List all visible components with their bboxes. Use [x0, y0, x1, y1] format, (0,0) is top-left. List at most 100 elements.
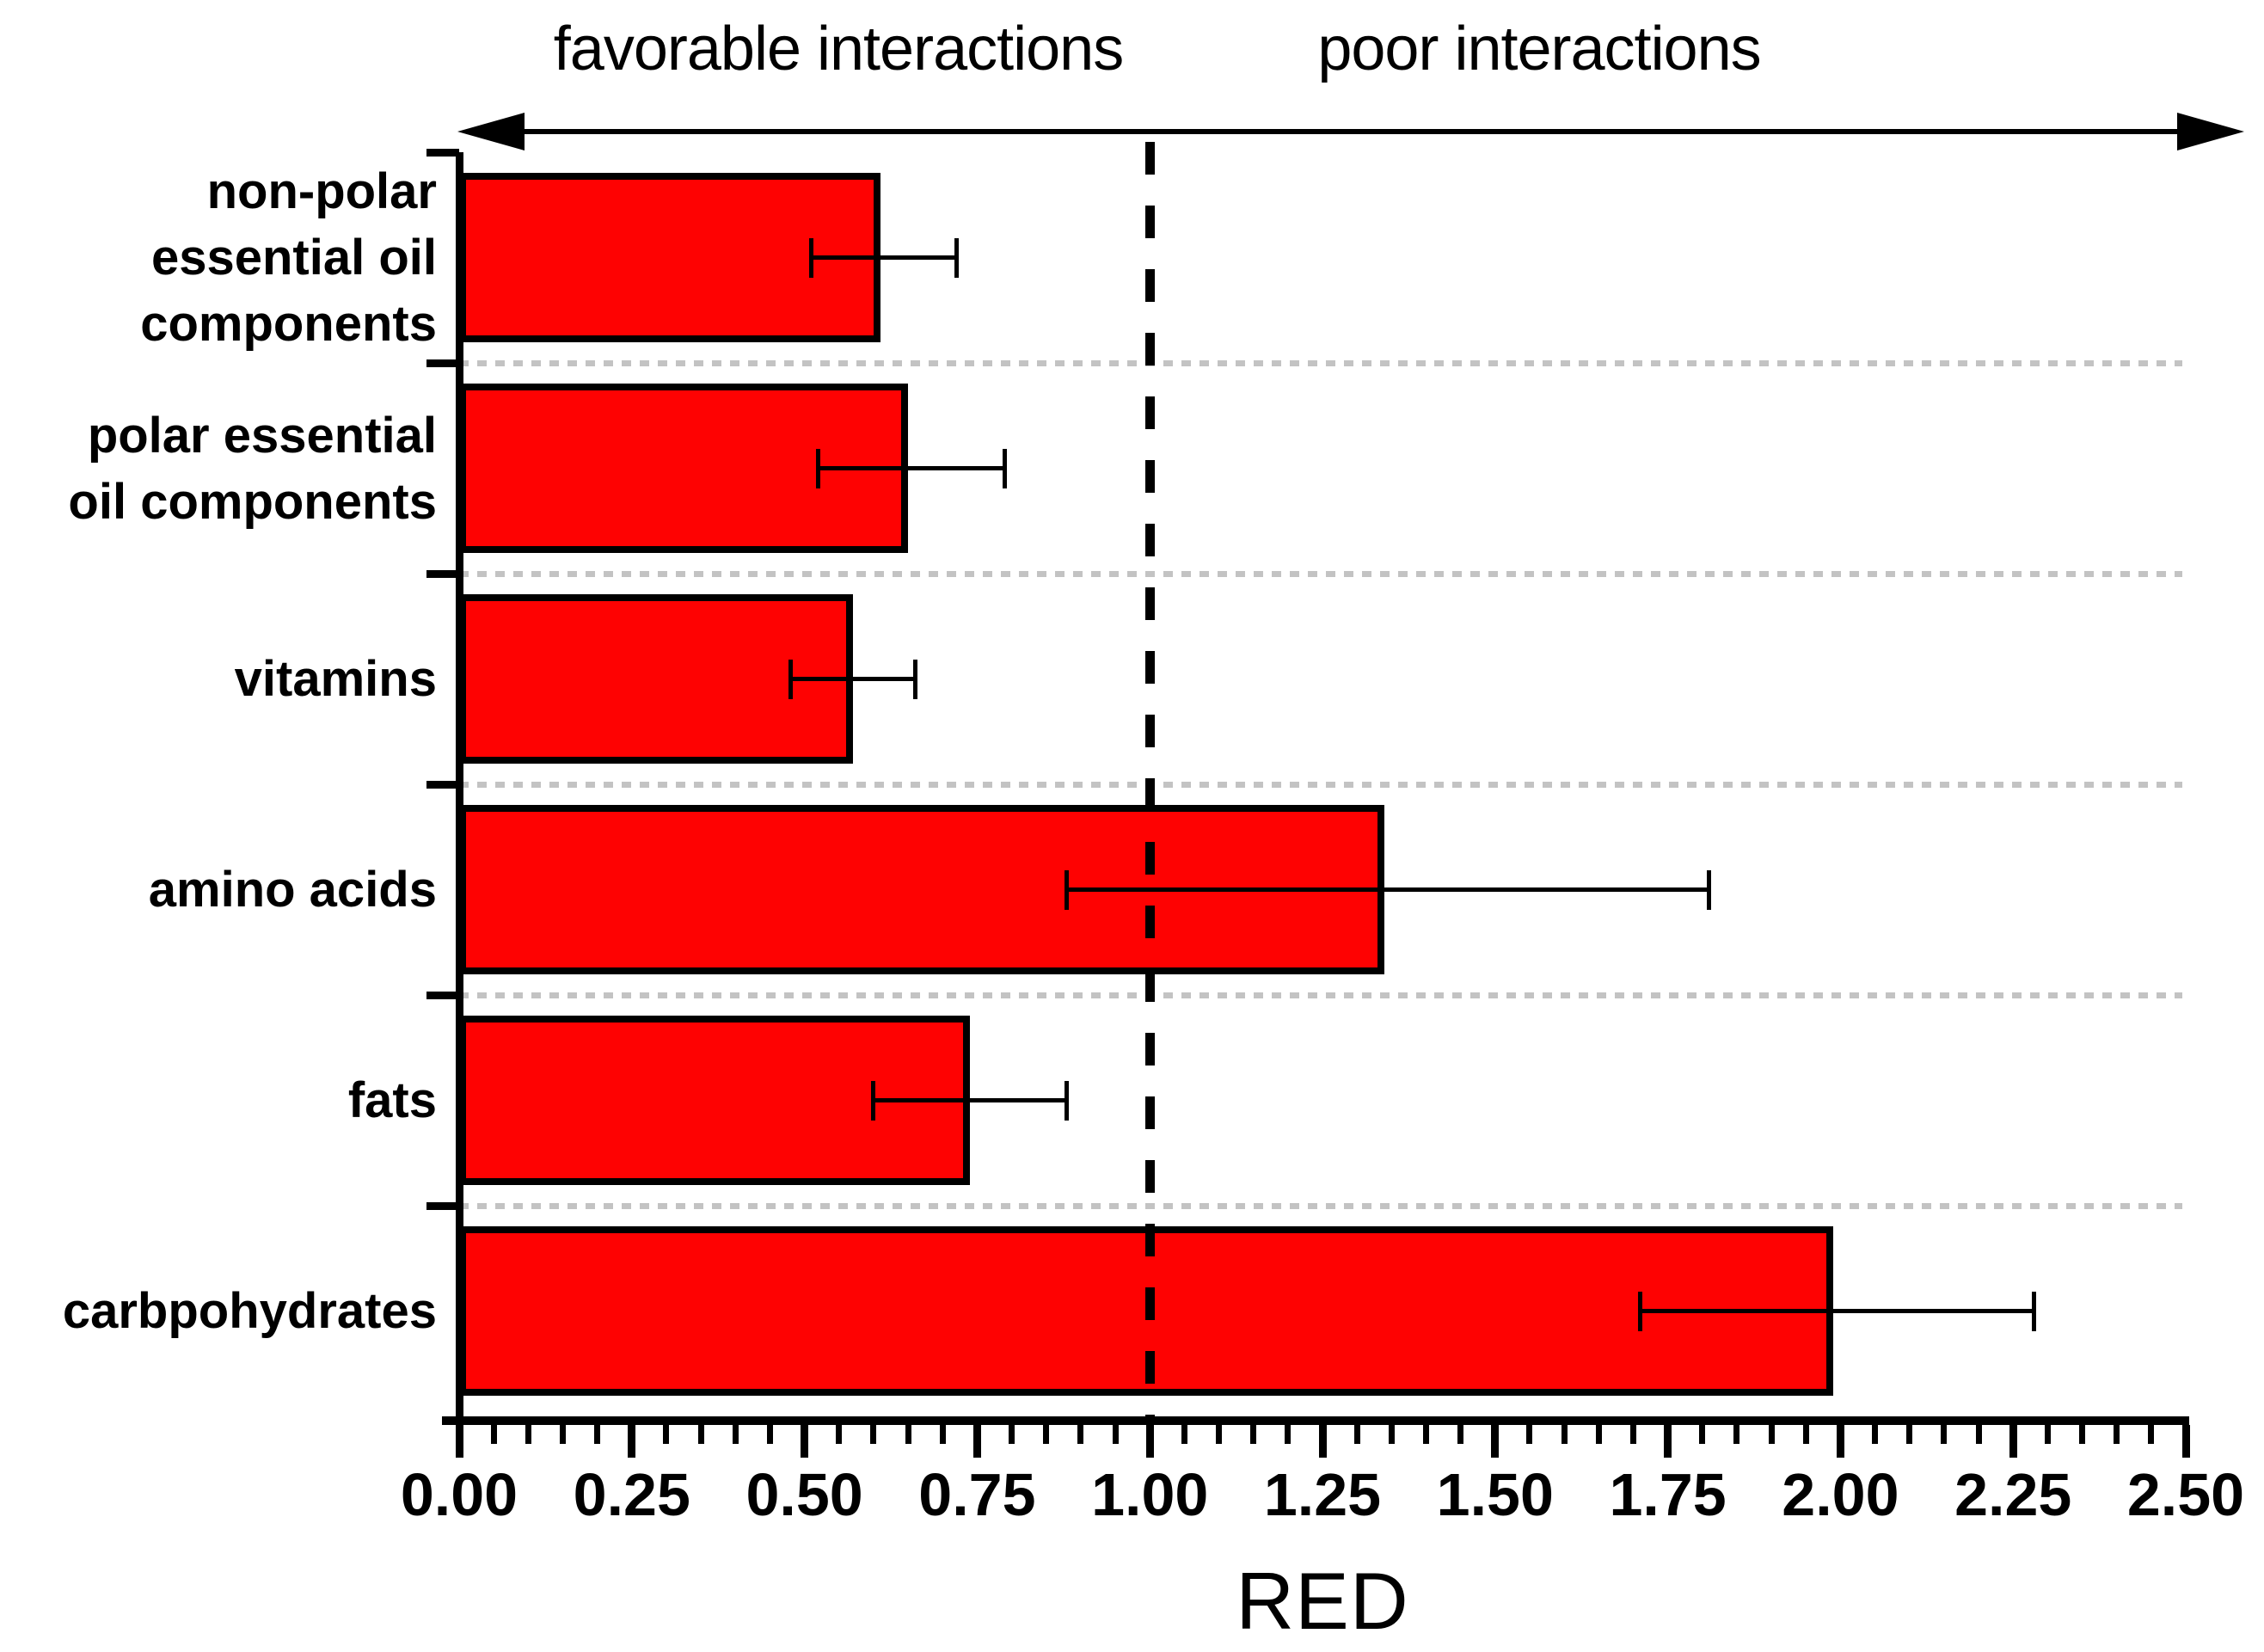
arrow-right-head-icon [2177, 113, 2244, 150]
category-label-line: carbpohydrates [62, 1283, 437, 1339]
error-bar-cap [809, 237, 814, 278]
x-axis-minor-tick [905, 1425, 911, 1444]
x-axis-minor-tick [1077, 1425, 1084, 1444]
x-axis-tick-label: 0.00 [400, 1461, 518, 1528]
x-axis-major-tick [1664, 1425, 1672, 1458]
x-axis-minor-tick [836, 1425, 843, 1444]
category-label-line: fats [347, 1072, 437, 1128]
error-bar-cap [788, 659, 794, 699]
x-axis-minor-tick [1699, 1425, 1706, 1444]
x-axis-minor-tick [2148, 1425, 2155, 1444]
error-bar-cap [954, 237, 959, 278]
x-axis-tick-label: 2.25 [1954, 1461, 2072, 1528]
x-axis-major-tick [1145, 1425, 1154, 1458]
gridline [459, 359, 2182, 366]
arrow-left-head-icon [457, 113, 525, 150]
error-bar [790, 677, 916, 681]
x-axis-major-tick [801, 1425, 809, 1458]
error-bar [873, 1098, 1067, 1102]
x-axis-minor-tick [2079, 1425, 2086, 1444]
x-axis-minor-tick [2114, 1425, 2120, 1444]
category-label-line: oil components [68, 473, 437, 530]
error-bar [818, 466, 1005, 470]
x-axis-tick-label: 1.50 [1436, 1461, 1554, 1528]
x-axis-minor-tick [1733, 1425, 1740, 1444]
x-axis-minor-tick [559, 1425, 566, 1444]
x-axis-tick-label: 0.25 [573, 1461, 690, 1528]
x-axis-title: RED [1236, 1556, 1409, 1646]
x-axis-minor-tick [490, 1425, 497, 1444]
annotation-poor-interactions: poor interactions [1317, 15, 1761, 83]
y-axis-tick [426, 1201, 459, 1210]
gridline [459, 992, 2182, 998]
x-axis-major-tick [2181, 1425, 2190, 1458]
category-label-line: polar essential [87, 407, 437, 464]
error-bar-cap [2031, 1291, 2036, 1331]
y-axis-tick [426, 148, 459, 157]
x-axis-minor-tick [525, 1425, 531, 1444]
annotation-favorable-interactions: favorable interactions [553, 15, 1124, 83]
x-axis-minor-tick [1561, 1425, 1568, 1444]
x-axis-minor-tick [1906, 1425, 1913, 1444]
x-axis-tick-label: 1.75 [1609, 1461, 1727, 1528]
x-axis-tick-label: 2.00 [1782, 1461, 1899, 1528]
error-bar-cap [871, 1080, 876, 1121]
category-label-line: essential oil [150, 230, 437, 286]
category-label-line: amino acids [148, 862, 437, 918]
x-axis-minor-tick [1802, 1425, 1809, 1444]
x-axis-minor-tick [663, 1425, 670, 1444]
x-axis-major-tick [1491, 1425, 1500, 1458]
x-axis-major-tick [972, 1425, 981, 1458]
y-axis-tick [426, 359, 459, 367]
x-axis-major-tick [1318, 1425, 1327, 1458]
category-label-line: non-polar [206, 163, 437, 219]
x-axis-minor-tick [1457, 1425, 1464, 1444]
x-axis-minor-tick [1975, 1425, 1982, 1444]
error-bar [811, 255, 957, 260]
x-axis-minor-tick [1629, 1425, 1636, 1444]
x-axis-minor-tick [2044, 1425, 2051, 1444]
x-axis-major-tick [628, 1425, 636, 1458]
x-axis-minor-tick [594, 1425, 601, 1444]
x-axis-tick-label: 0.75 [918, 1461, 1036, 1528]
x-axis-major-tick [1836, 1425, 1844, 1458]
error-bar [1066, 887, 1709, 892]
category-label: polar essential oil components [68, 402, 437, 535]
x-axis-minor-tick [1285, 1425, 1292, 1444]
error-bar-cap [912, 659, 917, 699]
x-axis-minor-tick [1353, 1425, 1360, 1444]
x-axis-minor-tick [1422, 1425, 1429, 1444]
x-axis-minor-tick [1216, 1425, 1223, 1444]
x-axis-tick-label: 0.50 [745, 1461, 863, 1528]
x-axis-minor-tick [697, 1425, 704, 1444]
gridline [459, 1202, 2182, 1209]
x-axis-minor-tick [1768, 1425, 1775, 1444]
reference-line [1144, 142, 1155, 1416]
double-arrow-line [482, 129, 2210, 134]
x-axis-minor-tick [1388, 1425, 1395, 1444]
x-axis-minor-tick [870, 1425, 877, 1444]
x-axis-minor-tick [1526, 1425, 1533, 1444]
x-axis-minor-tick [1941, 1425, 1948, 1444]
error-bar-cap [816, 448, 821, 488]
gridline [459, 781, 2182, 788]
category-label: fats [348, 1067, 437, 1133]
x-axis-tick-label: 1.25 [1263, 1461, 1382, 1528]
error-bar-cap [1003, 448, 1008, 488]
x-axis-minor-tick [1872, 1425, 1879, 1444]
x-axis-major-tick [2009, 1425, 2017, 1458]
x-axis-minor-tick [1181, 1425, 1187, 1444]
x-axis-minor-tick [1112, 1425, 1119, 1444]
x-axis-tick-label: 1.00 [1091, 1461, 1209, 1528]
category-label-line: vitamins [234, 651, 437, 707]
error-bar-cap [1065, 869, 1070, 910]
gridline [459, 570, 2182, 577]
x-axis-minor-tick [939, 1425, 946, 1444]
category-label: carbpohydrates [63, 1278, 437, 1344]
x-axis [442, 1416, 2189, 1425]
x-axis-major-tick [455, 1425, 463, 1458]
x-axis-tick-label: 2.50 [2126, 1461, 2245, 1528]
x-axis-minor-tick [1250, 1425, 1257, 1444]
y-axis-tick [426, 780, 459, 789]
